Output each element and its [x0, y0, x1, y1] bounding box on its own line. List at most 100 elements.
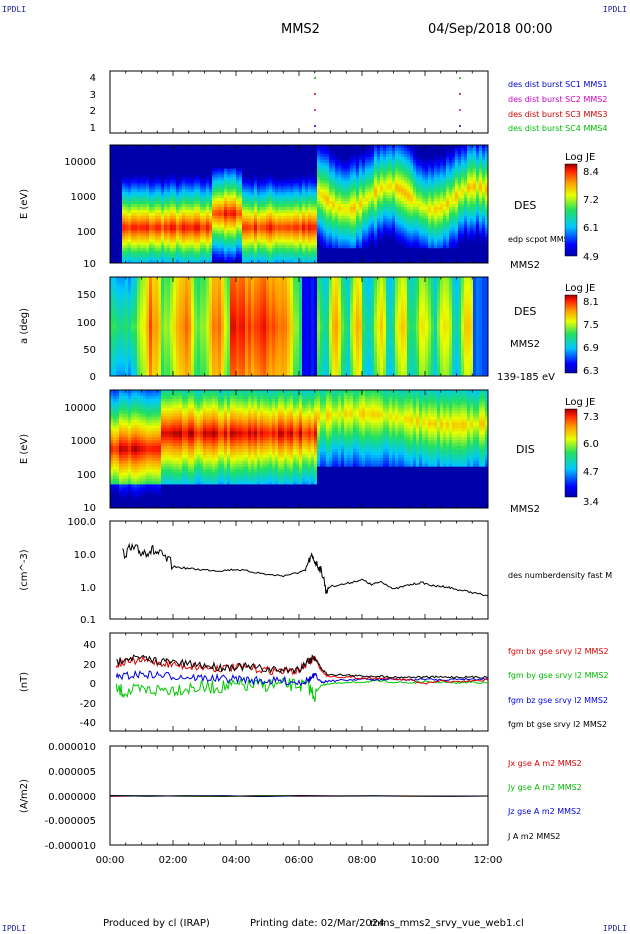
spectrogram-cell — [437, 171, 441, 175]
spectrogram-cell — [263, 218, 267, 223]
spectrogram-cell — [176, 183, 180, 187]
spectrogram-cell — [347, 233, 351, 237]
spectrogram-cell — [335, 204, 339, 208]
spectrogram-cell — [350, 150, 354, 155]
spectrogram-cell — [461, 221, 465, 226]
spectrogram-cell — [260, 201, 264, 205]
spectrogram-cell — [203, 218, 207, 223]
spectrogram-cell — [320, 174, 324, 178]
spectrogram-cell — [455, 195, 459, 199]
spectrogram-cell — [113, 221, 117, 226]
spectrogram-cell — [167, 239, 171, 243]
spectrogram-cell — [473, 260, 477, 264]
spectrogram-cell — [407, 245, 411, 249]
spectrogram-cell — [263, 248, 267, 252]
spectrogram-cell — [155, 180, 159, 184]
spectrogram-cell — [371, 204, 375, 208]
spectrogram-cell — [458, 218, 462, 223]
spectrogram-cell — [251, 206, 255, 211]
spectrogram-cell — [272, 174, 276, 178]
spectrogram-cell — [134, 201, 138, 205]
spectrogram-cell — [380, 145, 384, 149]
spectrogram-cell — [449, 218, 453, 223]
spectrogram-cell — [275, 201, 279, 205]
spectrogram-cell — [176, 201, 180, 205]
spectrogram-cell — [461, 242, 465, 246]
spectrogram-cell — [158, 165, 162, 169]
spectrogram-cell — [479, 150, 483, 155]
spectrogram-cell — [344, 147, 348, 152]
spectrogram-cell — [386, 168, 390, 172]
spectrogram-cell — [296, 236, 300, 240]
spectrogram-cell — [467, 248, 471, 252]
spectrogram-cell — [260, 159, 264, 164]
spectrogram-cell — [299, 171, 303, 175]
spectrogram-cell — [116, 233, 120, 237]
spectrogram-cell — [152, 254, 156, 258]
spectrogram-cell — [296, 153, 300, 158]
spectrogram-cell — [209, 183, 213, 187]
spectrogram-cell — [296, 165, 300, 169]
spectrogram-cell — [377, 239, 381, 243]
spectrogram-cell — [347, 201, 351, 205]
spectrogram-cell — [338, 233, 342, 237]
spectrogram-cell — [239, 198, 243, 202]
spectrogram-cell — [224, 221, 228, 226]
spectrogram-cell — [428, 168, 432, 172]
spectrogram-cell — [323, 150, 327, 155]
spectrogram-cell — [311, 183, 315, 187]
spectrogram-cell — [317, 162, 321, 167]
spectrogram-cell — [383, 224, 387, 228]
spectrogram-cell — [119, 254, 123, 258]
spectrogram-cell — [377, 177, 381, 181]
spectrogram-cell — [344, 209, 348, 214]
spectrogram-cell — [239, 242, 243, 246]
spectrogram-cell — [446, 159, 450, 164]
spectrogram-cell — [338, 183, 342, 187]
spectrogram-cell — [221, 153, 225, 158]
spectrogram-cell — [269, 215, 273, 220]
spectrogram-cell — [317, 227, 321, 231]
spectrogram-cell — [344, 192, 348, 196]
spectrogram-cell — [194, 221, 198, 226]
spectrogram-cell — [182, 195, 186, 199]
spectrogram-cell — [215, 230, 219, 234]
spectrogram-cell — [209, 150, 213, 155]
spectrogram-cell — [329, 177, 333, 181]
spectrogram-cell — [419, 180, 423, 184]
spectrogram-cell — [326, 245, 330, 249]
spectrogram-cell — [290, 242, 294, 246]
spectrogram-cell — [443, 206, 447, 211]
spectrogram-cell — [410, 147, 414, 152]
spectrogram-cell — [422, 147, 426, 152]
spectrogram-cell — [119, 156, 123, 161]
spectrogram-cell — [218, 171, 222, 175]
spectrogram-cell — [305, 192, 309, 196]
spectrogram-cell — [185, 177, 189, 181]
spectrogram-cell — [221, 227, 225, 231]
spectrogram-cell — [299, 254, 303, 258]
spectrogram-cell — [461, 233, 465, 237]
spectrogram-cell — [278, 186, 282, 190]
spectrogram-cell — [152, 245, 156, 249]
spectrogram-cell — [461, 248, 465, 252]
spectrogram-cell — [122, 257, 126, 261]
spectrogram-cell — [335, 236, 339, 240]
spectrogram-cell — [311, 150, 315, 155]
spectrogram-cell — [191, 180, 195, 184]
spectrogram-cell — [227, 224, 231, 228]
spectrogram-cell — [401, 218, 405, 223]
spectrogram-cell — [323, 227, 327, 231]
spectrogram-cell — [182, 171, 186, 175]
spectrogram-cell — [299, 177, 303, 181]
spectrogram-cell — [122, 260, 126, 264]
spectrogram-cell — [398, 260, 402, 264]
spectrogram-cell — [146, 177, 150, 181]
spectrogram-cell — [260, 150, 264, 155]
spectrogram-cell — [446, 183, 450, 187]
spectrogram-cell — [146, 150, 150, 155]
spectrogram-cell — [137, 209, 141, 214]
spectrogram-cell — [185, 212, 189, 217]
spectrogram-cell — [143, 254, 147, 258]
spectrogram-cell — [158, 248, 162, 252]
